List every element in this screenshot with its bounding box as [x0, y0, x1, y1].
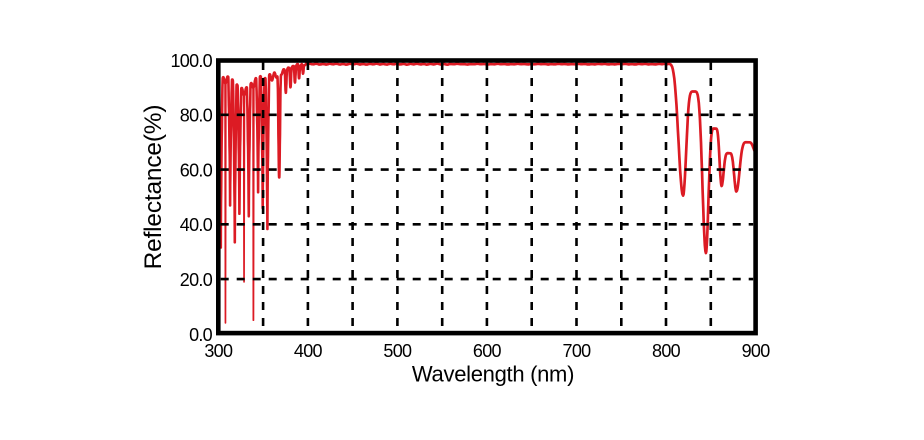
svg-text:20.0: 20.0	[180, 270, 213, 290]
svg-text:Reflectance(%): Reflectance(%)	[140, 105, 167, 270]
svg-text:400: 400	[294, 341, 323, 361]
svg-text:700: 700	[563, 341, 592, 361]
svg-text:60.0: 60.0	[180, 161, 213, 181]
svg-text:40.0: 40.0	[180, 215, 213, 235]
svg-text:0.0: 0.0	[189, 325, 213, 345]
svg-text:80.0: 80.0	[180, 106, 213, 126]
svg-text:800: 800	[652, 341, 681, 361]
svg-text:600: 600	[473, 341, 502, 361]
svg-text:Wavelength (nm): Wavelength (nm)	[412, 362, 574, 387]
svg-text:100.0: 100.0	[170, 51, 212, 71]
svg-text:500: 500	[383, 341, 412, 361]
svg-text:300: 300	[204, 341, 233, 361]
svg-text:900: 900	[742, 341, 771, 361]
